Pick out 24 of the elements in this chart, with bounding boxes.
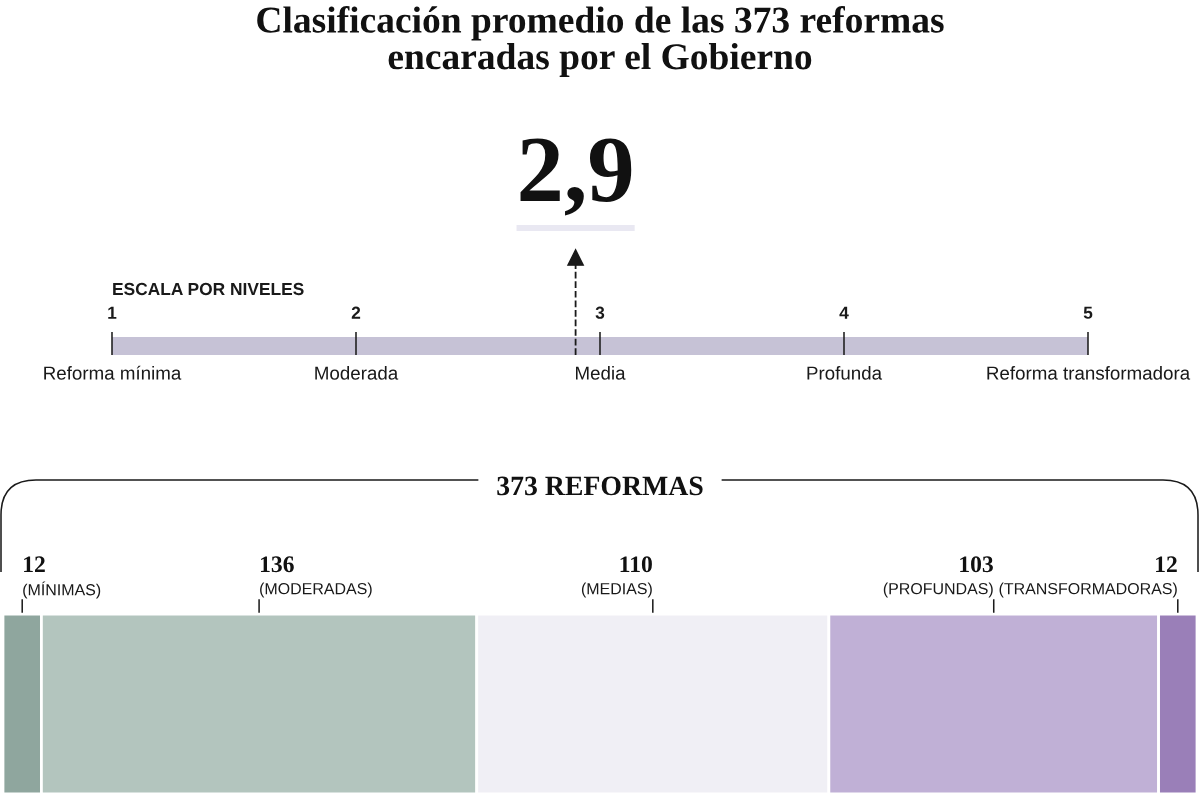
text: Reforma mínima [44, 365, 182, 380]
series-label: (MÍNIMAS) [23, 581, 101, 599]
x-tick-label: 1 [108, 306, 117, 319]
ref-line-label: 2,9 [520, 138, 632, 216]
x-axis-title: ESCALA POR NIVELES [113, 282, 304, 296]
series-label: (MEDIAS) [581, 582, 652, 598]
x-tick-label: 2 [351, 306, 361, 319]
chart-title: Clasificación promedio de las 373 reformas encaradas por el Gobierno [257, 6, 944, 77]
series-label: (TRANSFORMADORAS) [999, 582, 1177, 598]
x-tick-label: 5 [1083, 306, 1093, 319]
text: Profunda [807, 366, 883, 380]
data-label: 136 [260, 556, 294, 573]
data-label: 110 [620, 556, 652, 573]
x-tick-label: 3 [595, 306, 605, 319]
series-label: (MODERADAS) [260, 582, 372, 598]
text: Moderada [315, 366, 399, 380]
text: Media [576, 366, 626, 380]
data-label: 12 [1156, 556, 1177, 572]
text: 373 REFORMAS [497, 476, 703, 496]
x-tick-label: 4 [839, 306, 849, 319]
text: Reforma transformadora [987, 366, 1191, 380]
data-label: 103 [960, 556, 993, 573]
series-label: (PROFUNDAS) [883, 582, 993, 598]
data-label: 12 [24, 556, 45, 572]
